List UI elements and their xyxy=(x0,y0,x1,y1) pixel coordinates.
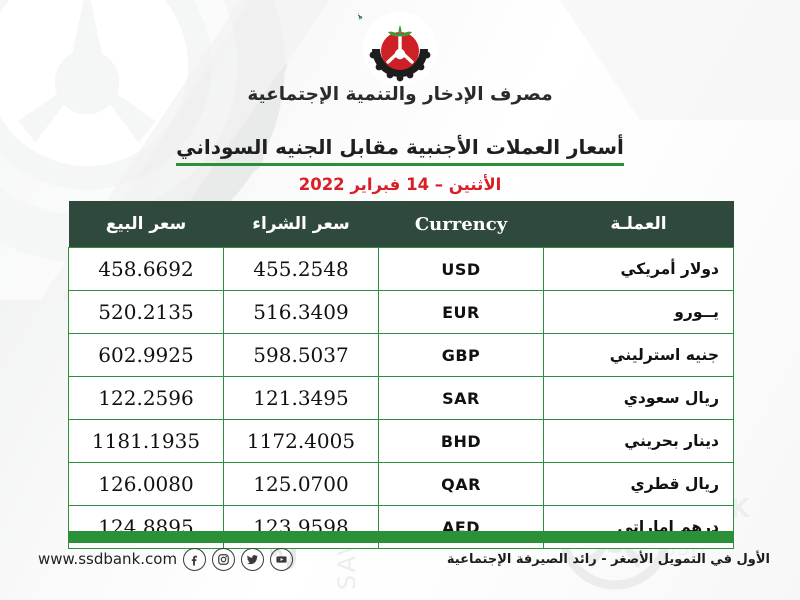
table-row: ريال قطري QAR 125.0700 126.0080 xyxy=(68,462,734,506)
cell-sell-price: 1181.1935 xyxy=(68,419,224,463)
exchange-rate-table: العملـة Currency سعر الشراء سعر البيع دو… xyxy=(68,201,734,549)
social-links xyxy=(183,548,293,571)
cell-buy-price: 598.5037 xyxy=(223,333,379,377)
cell-currency-name: ريال سعودي xyxy=(543,376,734,420)
poster-date: الأثنين – 14 فبراير 2022 xyxy=(298,175,502,194)
facebook-icon[interactable] xyxy=(183,548,206,571)
cell-sell-price: 458.6692 xyxy=(68,247,224,291)
table-row: دينار بحريني BHD 1172.4005 1181.1935 xyxy=(68,419,734,463)
cell-buy-price: 121.3495 xyxy=(223,376,379,420)
cell-currency-name: دولار أمريكي xyxy=(543,247,734,291)
table-row: دولار أمريكي USD 455.2548 458.6692 xyxy=(68,247,734,291)
bank-logo: مصرف الإدخار والتنمية الإجتماعية xyxy=(339,0,442,87)
column-header-currency-ar: العملـة xyxy=(543,201,734,248)
cell-buy-price: 125.0700 xyxy=(223,462,379,506)
column-header-sell-price: سعر البيع xyxy=(68,201,224,248)
cell-currency-name: ريال قطري xyxy=(543,462,734,506)
table-row: يــورو EUR 516.3409 520.2135 xyxy=(68,290,734,334)
table-row: درهم إماراتي AED 123.9598 124.8895 xyxy=(68,505,734,549)
cell-buy-price: 455.2548 xyxy=(223,247,379,291)
twitter-icon[interactable] xyxy=(241,548,264,571)
instagram-icon[interactable] xyxy=(212,548,235,571)
cell-sell-price: 520.2135 xyxy=(68,290,224,334)
cell-currency-name: دينار بحريني xyxy=(543,419,734,463)
footer-tagline: الأول في التمويل الأصغر - رائد الصيرفة ا… xyxy=(446,552,770,567)
footer: www.ssdbank.com الأ xyxy=(0,548,800,578)
cell-sell-price: 126.0080 xyxy=(68,462,224,506)
cell-sell-price: 602.9925 xyxy=(68,333,224,377)
table-header-row: العملـة Currency سعر الشراء سعر البيع xyxy=(68,201,734,248)
table-bottom-bar xyxy=(68,531,733,543)
cell-currency-code: SAR xyxy=(378,376,544,420)
cell-buy-price: 516.3409 xyxy=(223,290,379,334)
bank-name: مصرف الإدخار والتنمية الإجتماعية xyxy=(247,84,553,105)
table-row: ريال سعودي SAR 121.3495 122.2596 xyxy=(68,376,734,420)
cell-currency-code: QAR xyxy=(378,462,544,506)
cell-currency-name: يــورو xyxy=(543,290,734,334)
cell-currency-code: EUR xyxy=(378,290,544,334)
column-header-currency-code: Currency xyxy=(378,201,544,248)
cell-currency-code: GBP xyxy=(378,333,544,377)
cell-sell-price: 122.2596 xyxy=(68,376,224,420)
poster-title: أسعار العملات الأجنبية مقابل الجنيه السو… xyxy=(0,135,800,166)
poster-title-text: أسعار العملات الأجنبية مقابل الجنيه السو… xyxy=(176,135,624,166)
table-row: جنيه استرليني GBP 598.5037 602.9925 xyxy=(68,333,734,377)
cell-currency-code: USD xyxy=(378,247,544,291)
website-link[interactable]: www.ssdbank.com xyxy=(38,550,178,568)
cell-currency-code: BHD xyxy=(378,419,544,463)
cell-currency-name: جنيه استرليني xyxy=(543,333,734,377)
youtube-icon[interactable] xyxy=(270,548,293,571)
column-header-buy-price: سعر الشراء xyxy=(223,201,379,248)
cell-buy-price: 1172.4005 xyxy=(223,419,379,463)
